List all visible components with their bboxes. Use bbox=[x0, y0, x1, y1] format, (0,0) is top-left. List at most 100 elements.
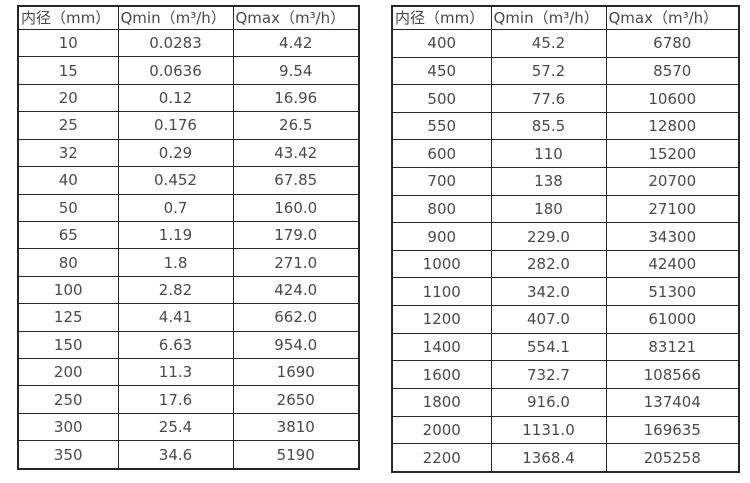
table-row: 65 1.19 179.0 bbox=[17, 220, 360, 250]
table-cell: 6.63 bbox=[117, 330, 234, 360]
table-row: 1400 554.1 83121 bbox=[391, 332, 740, 362]
table-cell: 169635 bbox=[605, 415, 740, 445]
table-cell: 2000 bbox=[391, 415, 492, 445]
table-cell: 65 bbox=[17, 220, 119, 250]
table-cell: 15 bbox=[17, 56, 119, 85]
table-cell: 2.82 bbox=[117, 275, 234, 305]
header-inner-diameter: 内径（mm） bbox=[391, 5, 492, 30]
table-cell: 27100 bbox=[605, 194, 740, 224]
table-cell: 1131.0 bbox=[490, 415, 607, 445]
table-row: 450 57.2 8570 bbox=[391, 56, 740, 86]
table-row: 350 34.6 5190 bbox=[17, 440, 360, 470]
table-cell: 34.6 bbox=[117, 440, 234, 470]
table-cell: 179.0 bbox=[232, 220, 360, 250]
table-cell: 12800 bbox=[605, 111, 740, 141]
table-cell: 1690 bbox=[232, 358, 360, 387]
table-cell: 45.2 bbox=[490, 29, 607, 58]
table-row: 100 2.82 424.0 bbox=[17, 275, 360, 305]
table-cell: 1000 bbox=[391, 249, 492, 279]
table-row: 150 6.63 954.0 bbox=[17, 330, 360, 360]
table-row: 1800 916.0 137404 bbox=[391, 387, 740, 417]
table-cell: 205258 bbox=[605, 443, 740, 473]
table-row: 550 85.5 12800 bbox=[391, 111, 740, 141]
table-cell: 180 bbox=[490, 194, 607, 224]
table-cell: 138 bbox=[490, 167, 607, 196]
table-cell: 1200 bbox=[391, 305, 492, 334]
table-cell: 350 bbox=[17, 440, 119, 470]
table-row: 40 0.452 67.85 bbox=[17, 166, 360, 195]
table-cell: 3810 bbox=[232, 412, 360, 442]
spec-table-large-diameters: 内径（mm） Qmin（m³/h） Qmax（m³/h） 400 45.2 6780… bbox=[391, 5, 740, 473]
table-row: 250 17.6 2650 bbox=[17, 385, 360, 414]
table-row: 10 0.0283 4.42 bbox=[17, 28, 360, 58]
table-cell: 732.7 bbox=[490, 360, 607, 389]
table-cell: 32 bbox=[17, 138, 119, 168]
table-cell: 954.0 bbox=[232, 330, 360, 360]
table-cell: 700 bbox=[391, 167, 492, 196]
table-cell: 43.42 bbox=[232, 138, 360, 168]
table-row: 700 138 20700 bbox=[391, 167, 740, 196]
header-qmax: Qmax（m³/h） bbox=[605, 5, 740, 30]
table-cell: 300 bbox=[17, 412, 119, 442]
table-cell: 200 bbox=[17, 358, 119, 387]
table-cell: 2650 bbox=[232, 385, 360, 414]
table-row: 600 110 15200 bbox=[391, 139, 740, 169]
table-cell: 271.0 bbox=[232, 248, 360, 277]
table-row: 125 4.41 662.0 bbox=[17, 303, 360, 332]
table-cell: 5190 bbox=[232, 440, 360, 470]
table-cell: 0.176 bbox=[117, 111, 234, 140]
table-cell: 125 bbox=[17, 303, 119, 332]
table-cell: 450 bbox=[391, 56, 492, 86]
table-row: 20 0.12 16.96 bbox=[17, 83, 360, 113]
table-cell: 424.0 bbox=[232, 275, 360, 305]
table-cell: 342.0 bbox=[490, 277, 607, 307]
table-cell: 50 bbox=[17, 193, 119, 222]
table-cell: 250 bbox=[17, 385, 119, 414]
table-cell: 80 bbox=[17, 248, 119, 277]
table-cell: 8570 bbox=[605, 56, 740, 86]
table-cell: 67.85 bbox=[232, 166, 360, 195]
table-cell: 77.6 bbox=[490, 84, 607, 113]
header-qmax: Qmax（m³/h） bbox=[232, 5, 360, 30]
header-qmin: Qmin（m³/h） bbox=[490, 5, 607, 30]
table-cell: 10600 bbox=[605, 84, 740, 113]
table-cell: 137404 bbox=[605, 387, 740, 417]
table-row: 300 25.4 3810 bbox=[17, 412, 360, 442]
table-cell: 15200 bbox=[605, 139, 740, 169]
table-cell: 0.0283 bbox=[117, 28, 234, 58]
table-cell: 229.0 bbox=[490, 222, 607, 251]
table-cell: 10 bbox=[17, 28, 119, 58]
table-cell: 0.12 bbox=[117, 83, 234, 113]
table-row: 80 1.8 271.0 bbox=[17, 248, 360, 277]
spec-table-small-diameters: 内径（mm） Qmin（m³/h） Qmax（m³/h） 10 0.0283 4.4… bbox=[17, 5, 360, 470]
header-inner-diameter: 内径（mm） bbox=[17, 5, 119, 30]
table-cell: 282.0 bbox=[490, 249, 607, 279]
table-cell: 1800 bbox=[391, 387, 492, 417]
table-cell: 4.41 bbox=[117, 303, 234, 332]
table-cell: 20 bbox=[17, 83, 119, 113]
table-cell: 554.1 bbox=[490, 332, 607, 362]
table-row: 15 0.0636 9.54 bbox=[17, 56, 360, 85]
table-cell: 2200 bbox=[391, 443, 492, 473]
table-cell: 25 bbox=[17, 111, 119, 140]
table-row: 1000 282.0 42400 bbox=[391, 249, 740, 279]
table-cell: 1.8 bbox=[117, 248, 234, 277]
table-cell: 900 bbox=[391, 222, 492, 251]
table-cell: 16.96 bbox=[232, 83, 360, 113]
table-cell: 108566 bbox=[605, 360, 740, 389]
table-cell: 1400 bbox=[391, 332, 492, 362]
table-cell: 57.2 bbox=[490, 56, 607, 86]
table-cell: 4.42 bbox=[232, 28, 360, 58]
header-qmin: Qmin（m³/h） bbox=[117, 5, 234, 30]
table-row: 400 45.2 6780 bbox=[391, 29, 740, 58]
table-cell: 1600 bbox=[391, 360, 492, 389]
table-cell: 916.0 bbox=[490, 387, 607, 417]
table-cell: 150 bbox=[17, 330, 119, 360]
table-row: 1600 732.7 108566 bbox=[391, 360, 740, 389]
table-cell: 0.7 bbox=[117, 193, 234, 222]
table-cell: 61000 bbox=[605, 305, 740, 334]
table-cell: 550 bbox=[391, 111, 492, 141]
table-cell: 100 bbox=[17, 275, 119, 305]
table-cell: 42400 bbox=[605, 249, 740, 279]
table-cell: 1368.4 bbox=[490, 443, 607, 473]
